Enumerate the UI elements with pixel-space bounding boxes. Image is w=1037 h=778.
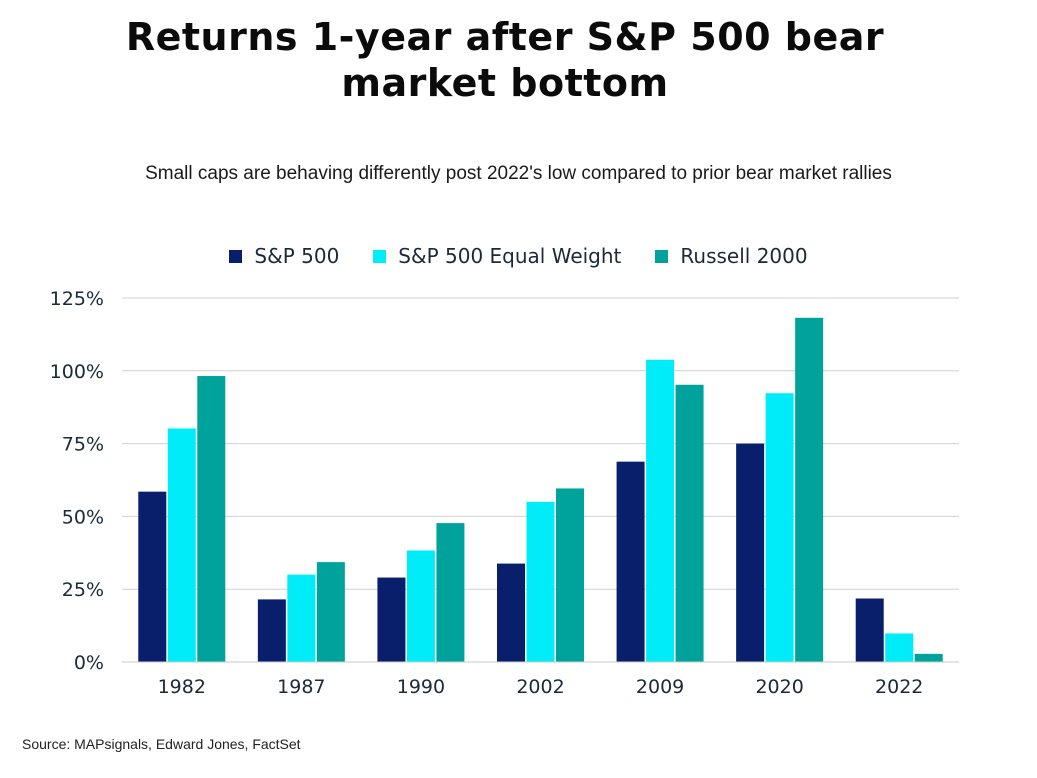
- bar-s-p-500-equal-weight-2009: [646, 359, 675, 662]
- x-tick-label-2009: 2009: [636, 676, 684, 698]
- y-tick-label-0: 0%: [74, 652, 104, 674]
- bar-s-p-500-1982: [138, 491, 167, 662]
- y-tick-label-50: 50%: [62, 506, 104, 528]
- bar-russell-2000-1982: [197, 376, 226, 662]
- y-tick-label-75: 75%: [62, 434, 104, 456]
- x-tick-label-2002: 2002: [516, 676, 564, 698]
- legend-swatch-sp500-equal-weight: [373, 249, 387, 263]
- bar-s-p-500-2022: [855, 598, 884, 662]
- y-tick-label-25: 25%: [62, 579, 104, 601]
- chart-title: Returns 1-year after S&P 500 bear market…: [125, 15, 885, 105]
- legend-item-sp500-equal-weight: S&P 500 Equal Weight: [373, 244, 621, 268]
- legend-item-russell-2000: Russell 2000: [655, 244, 808, 268]
- bar-s-p-500-2020: [736, 443, 765, 662]
- x-tick-label-1990: 1990: [397, 676, 445, 698]
- legend-swatch-russell-2000: [655, 249, 669, 263]
- bar-russell-2000-2020: [795, 317, 824, 662]
- bar-russell-2000-2009: [675, 384, 704, 662]
- legend-item-sp500: S&P 500: [229, 244, 339, 268]
- chart-subtitle: Small caps are behaving differently post…: [145, 163, 892, 184]
- legend-label-sp500: S&P 500: [254, 244, 340, 268]
- bar-s-p-500-2002: [497, 563, 525, 662]
- bar-s-p-500-1990: [377, 577, 406, 662]
- legend-label-sp500-equal-weight: S&P 500 Equal Weight: [398, 244, 622, 268]
- x-tick-label-2022: 2022: [875, 676, 923, 698]
- y-tick-label-100: 100%: [50, 361, 104, 383]
- bar-s-p-500-equal-weight-1987: [287, 574, 316, 662]
- bar-s-p-500-2009: [616, 461, 645, 662]
- bar-s-p-500-equal-weight-2022: [885, 633, 914, 662]
- bar-s-p-500-equal-weight-1982: [167, 428, 196, 662]
- bar-russell-2000-2002: [556, 488, 584, 662]
- legend-label-russell-2000: Russell 2000: [680, 244, 808, 268]
- bar-s-p-500-equal-weight-2020: [765, 393, 794, 662]
- x-tick-label-1982: 1982: [158, 676, 206, 698]
- source-note: Source: MAPsignals, Edward Jones, FactSe…: [22, 736, 301, 752]
- bar-russell-2000-1987: [316, 562, 345, 662]
- bar-s-p-500-equal-weight-1990: [406, 550, 435, 662]
- y-tick-label-125: 125%: [50, 288, 104, 310]
- legend: S&P 500 S&P 500 Equal Weight Russell 200…: [0, 244, 1037, 268]
- bar-s-p-500-equal-weight-2002: [526, 501, 555, 662]
- x-tick-label-2020: 2020: [755, 676, 803, 698]
- legend-swatch-sp500: [229, 249, 243, 263]
- bar-russell-2000-2022: [914, 653, 943, 662]
- x-tick-label-1987: 1987: [277, 676, 325, 698]
- bar-russell-2000-1990: [436, 523, 465, 662]
- bar-s-p-500-1987: [257, 599, 286, 662]
